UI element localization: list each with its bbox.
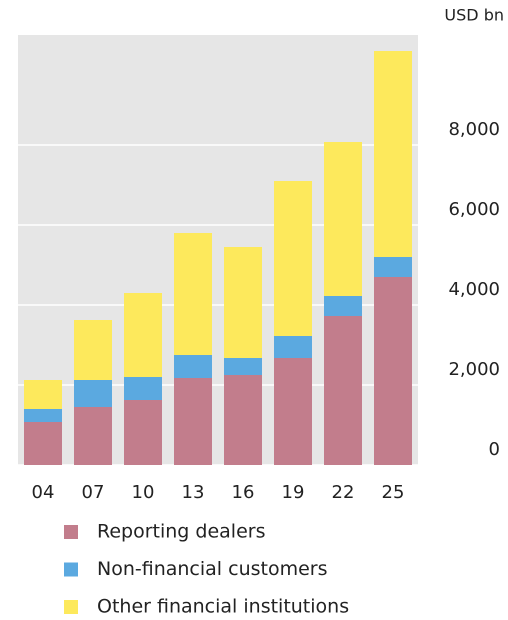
bar-segment <box>24 422 62 465</box>
bar-segment <box>274 181 312 336</box>
legend-swatch <box>64 562 78 577</box>
y-tick-label: 2,000 <box>448 359 500 380</box>
x-tick-label: 10 <box>132 482 155 503</box>
bar-segment <box>324 296 362 316</box>
bar-segment <box>224 247 262 358</box>
bar-segment <box>174 355 212 378</box>
bar-segment <box>74 407 112 465</box>
bar-segment <box>74 320 112 380</box>
bar-segment <box>374 51 412 257</box>
bar-segment <box>324 316 362 465</box>
y-tick-label: 6,000 <box>448 199 500 220</box>
bar-segment <box>124 293 162 377</box>
bar-segment <box>124 400 162 465</box>
x-tick-label: 07 <box>82 482 105 503</box>
legend-swatch <box>64 525 78 539</box>
x-tick-label: 13 <box>182 482 205 503</box>
y-tick-label: 8,000 <box>448 119 500 140</box>
x-tick-label: 04 <box>32 482 55 503</box>
x-tick-label: 25 <box>382 482 405 503</box>
legend-label: Other financial institutions <box>97 596 349 618</box>
x-tick-label: 16 <box>232 482 255 503</box>
bar-segment <box>124 377 162 400</box>
legend-label: Non-financial customers <box>97 558 328 580</box>
x-tick-label: 22 <box>332 482 355 503</box>
y-tick-label: 4,000 <box>448 279 500 300</box>
legend-swatch <box>64 600 78 614</box>
x-tick-label: 19 <box>282 482 305 503</box>
legend-label: Reporting dealers <box>97 521 265 543</box>
bar-segment <box>174 233 212 355</box>
bar-segment <box>74 380 112 407</box>
bar-segment <box>24 409 62 422</box>
bar-segment <box>174 378 212 465</box>
bar-segment <box>274 336 312 358</box>
bar-segment <box>24 380 62 409</box>
bar-segment <box>224 358 262 375</box>
bar-segment <box>274 358 312 465</box>
bar-segment <box>224 375 262 465</box>
y-tick-label: 0 <box>489 439 500 460</box>
bar-segment <box>324 142 362 296</box>
bar-segment <box>374 277 412 465</box>
bar-segment <box>374 257 412 277</box>
unit-label: USD bn <box>444 6 504 25</box>
